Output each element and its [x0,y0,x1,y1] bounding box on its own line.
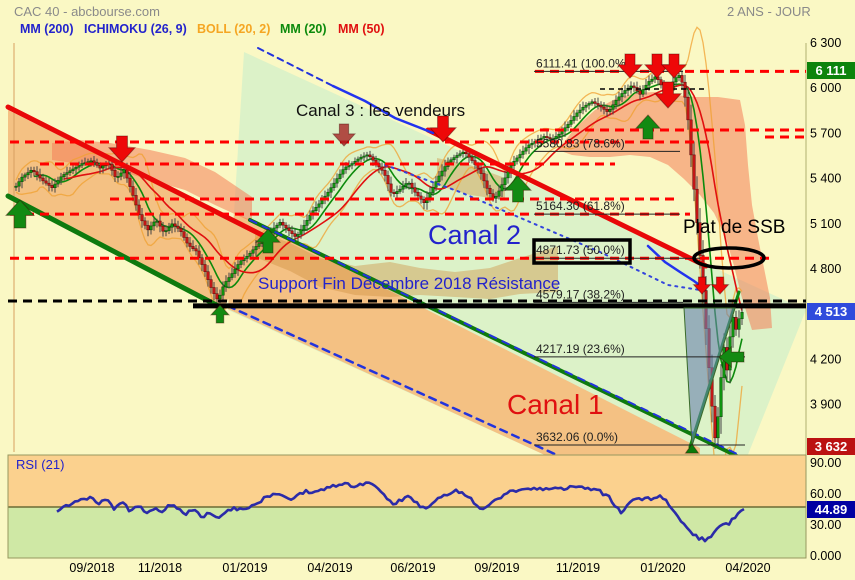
green-up-marker [634,114,662,140]
time-tick: 09/2018 [69,561,114,575]
fib-label: 4579.17 (38.2%) [536,287,625,301]
legend-ichimoku: ICHIMOKU (26, 9) [84,22,187,36]
green-up-marker [254,228,282,254]
time-tick: 04/2019 [307,561,352,575]
time-tick: 09/2019 [474,561,519,575]
legend-mm200: MM (200) [20,22,74,36]
rsi-tick: 90.00 [810,456,841,470]
annotation-plat-ssb: Plat de SSB [683,217,786,238]
fib-label: 6111.41 (100.0%) [536,56,630,70]
green-up-marker [209,304,231,324]
rsi-value-badge: 44.89 [807,500,855,518]
annotation-canal3: Canal 3 : les vendeurs [296,101,466,120]
time-tick: 04/2020 [725,561,770,575]
canal1-fill [228,212,700,462]
price-tick: 5 100 [810,217,841,231]
rsi-indicator-label: RSI (21) [16,457,65,472]
mm200-curve [331,84,435,135]
canal1-upper-bluedash [249,219,759,465]
chart-title: CAC 40 - abcbourse.com [14,4,160,19]
price-badge-high: 6 111 [807,62,855,80]
fib-label: 4217.19 (23.6%) [536,342,625,356]
price-tick: 5 700 [810,126,841,140]
fib-label: 3632.06 (0.0%) [536,430,618,444]
red-down-arrow [616,53,644,79]
price-tick: 3 900 [810,398,841,412]
price-tick: 6 000 [810,81,841,95]
price-badge-low: 3 632 [807,438,855,456]
annotation-canal2: Canal 2 [428,220,522,250]
annotation-support: Support Fin Décembre 2018 Résistance [258,274,561,293]
price-tick: 4 200 [810,352,841,366]
canal2-upper-bluedash [257,47,334,87]
rsi-tick: 30.00 [810,518,841,532]
crash-wedge [683,307,736,447]
kumo-left [52,140,252,222]
green-up-marker [503,175,533,203]
time-tick: 01/2019 [222,561,267,575]
fib-label: 4871.73 (50.0%) [536,243,625,257]
fib-label: 5580.83 (78.6%) [536,136,625,150]
rsi-tick: 0.000 [810,549,841,563]
green-left-marker [718,345,745,369]
red-down-arrow [428,115,458,143]
red-down-arrow [692,276,712,295]
red-down-arrow [107,135,137,163]
mm200-tail [646,244,704,289]
red-down-arrow [331,123,357,147]
rsi-tick: 60.00 [810,487,841,501]
red-down-arrow [710,276,730,295]
legend-mm20: MM (20) [280,22,327,36]
legend-boll: BOLL (20, 2) [197,22,271,36]
canal1-lower-bluedash [226,304,570,462]
price-tick: 4 800 [810,262,841,276]
green-up-marker [4,199,36,229]
red-down-arrow [660,53,688,79]
time-tick: 11/2019 [556,561,600,575]
red-down-arrow [653,81,683,109]
legend-mm50: MM (50) [338,22,385,36]
time-tick: 06/2019 [390,561,435,575]
fib-label: 5164.30 (61.8%) [536,199,625,213]
kumo-mid [255,230,558,299]
price-badge-current: 4 513 [807,303,855,321]
annotation-canal1: Canal 1 [507,389,604,420]
rsi-line [56,481,745,543]
timeframe-label: 2 ANS - JOUR [727,4,811,19]
fib50-box [532,238,632,265]
time-tick: 01/2020 [640,561,685,575]
kumo-mid2 [437,158,505,200]
price-tick: 6 300 [810,36,841,50]
time-tick: 11/2018 [138,561,182,575]
red-down-arrow [643,53,671,79]
green-tri-marker [684,443,700,454]
price-tick: 5 400 [810,172,841,186]
ssb-ellipse [692,246,766,270]
